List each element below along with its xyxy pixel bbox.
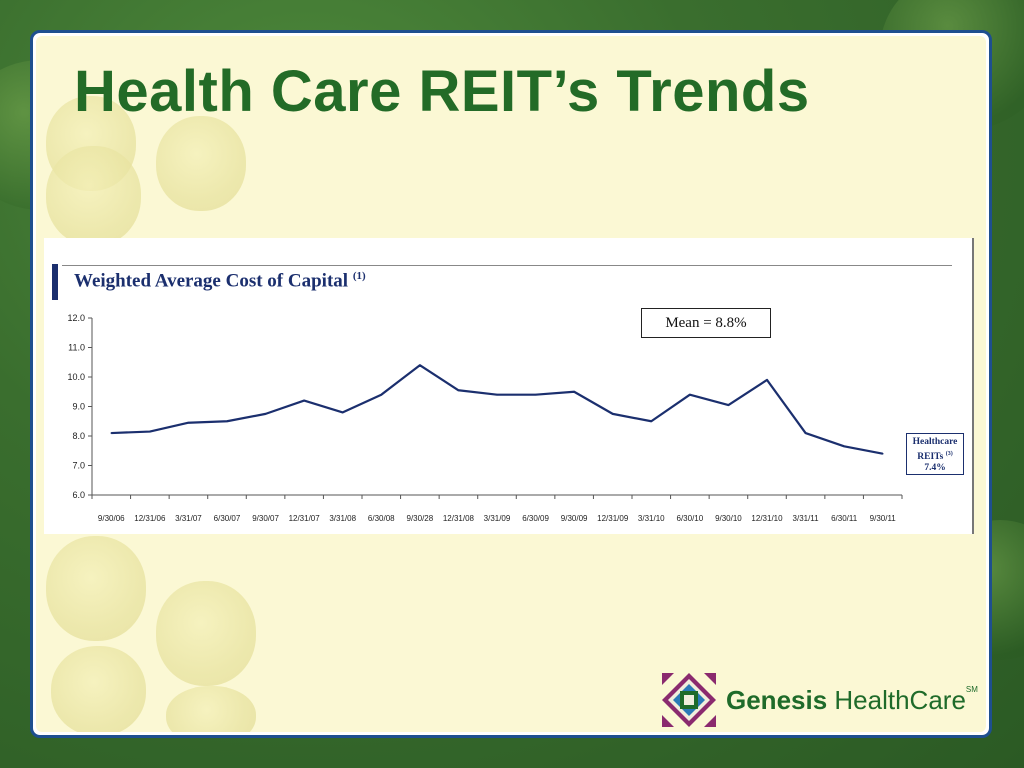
x-tick-label: 6/30/11 [831,514,858,523]
x-tick-label: 9/30/11 [870,514,897,523]
watermark-apple [166,686,256,732]
x-tick-label: 12/31/07 [289,514,321,523]
chart-panel: Weighted Average Cost of Capital (1) 6.0… [44,238,974,534]
x-tick-label: 9/30/09 [561,514,588,523]
y-tick-label: 7.0 [72,461,85,471]
slide-content: Health Care REIT’s Trends Weighted Avera… [36,36,986,732]
chart-title: Weighted Average Cost of Capital (1) [74,270,366,292]
x-tick-label: 12/31/10 [751,514,783,523]
end-label-footnote: (3) [945,450,953,457]
watermark-apple [46,536,146,641]
data-point [843,445,845,448]
watermark-apple [156,116,246,211]
x-tick-label: 6/30/09 [522,514,549,523]
data-point [341,411,344,414]
x-tick-label: 6/30/08 [368,514,395,523]
data-point [573,390,575,393]
chart-title-accent [52,264,58,300]
data-point [611,413,614,415]
data-point [881,452,884,455]
x-tick-label: 3/31/08 [329,514,356,523]
watermark-apple [46,146,141,246]
data-point [650,420,653,423]
y-tick-label: 11.0 [68,343,85,353]
data-point [766,379,768,381]
end-label-line1: Healthcare [912,437,958,447]
y-tick-label: 10.0 [67,372,85,382]
data-point [226,420,228,423]
slide-title: Health Care REIT’s Trends [74,59,810,124]
x-tick-label: 3/31/11 [793,514,820,523]
logo-service-mark: SM [965,684,978,694]
data-point [689,393,691,396]
y-tick-label: 12.0 [67,313,85,323]
mean-annotation: Mean = 8.8% [641,308,771,338]
data-point [303,399,305,402]
data-point [496,393,498,396]
logo-brand-rest: HealthCare [827,684,966,715]
data-point [804,432,807,434]
x-tick-label: 3/31/09 [484,514,511,523]
x-tick-label: 3/31/07 [175,514,202,523]
chart-title-rule [62,265,952,266]
line-chart: 6.0 7.0 8.0 9.0 10.0 11.0 12.0 9/30/06 12/31/06 3… [67,313,903,523]
data-point [380,393,383,396]
x-tick-label: 3/31/10 [638,514,665,523]
quilt-logo-icon [662,673,716,727]
x-tick-label: 12/31/09 [597,514,629,523]
y-tick-label: 8.0 [72,431,85,441]
y-tick-label: 9.0 [72,402,85,412]
x-tick-label: 9/30/10 [715,514,742,523]
x-tick-label: 9/30/28 [407,514,434,523]
slide-frame: Health Care REIT’s Trends Weighted Avera… [30,30,992,738]
logo-wordmark: Genesis HealthCareSM [726,685,978,716]
data-point [727,404,730,406]
data-point [149,430,151,433]
watermark-apple [156,581,256,686]
data-point [264,413,267,415]
data-point [419,364,421,366]
chart-title-text: Weighted Average Cost of Capital [74,270,349,292]
x-tick-label: 12/31/06 [134,514,166,523]
x-tick-label: 6/30/10 [677,514,704,523]
chart-title-footnote: (1) [352,270,366,282]
data-point [110,432,113,434]
x-tick-label: 9/30/07 [252,514,279,523]
data-point [187,421,190,424]
end-value-label: Healthcare REITs (3) 7.4% [906,433,964,475]
data-point [534,393,537,396]
series-line [111,364,883,455]
x-tick-label: 6/30/07 [214,514,241,523]
end-value: 7.4% [924,463,946,474]
x-tick-label: 12/31/08 [443,514,475,523]
end-label-line2-wrap: REITs (3) [907,449,963,464]
genesis-logo: Genesis HealthCareSM [662,672,978,728]
end-label-line2: REITs [917,451,944,462]
data-point [457,389,460,392]
x-tick-label: 9/30/06 [98,514,125,523]
y-tick-label: 6.0 [72,490,85,500]
logo-brand-bold: Genesis [726,684,828,715]
watermark-apple [51,646,146,732]
